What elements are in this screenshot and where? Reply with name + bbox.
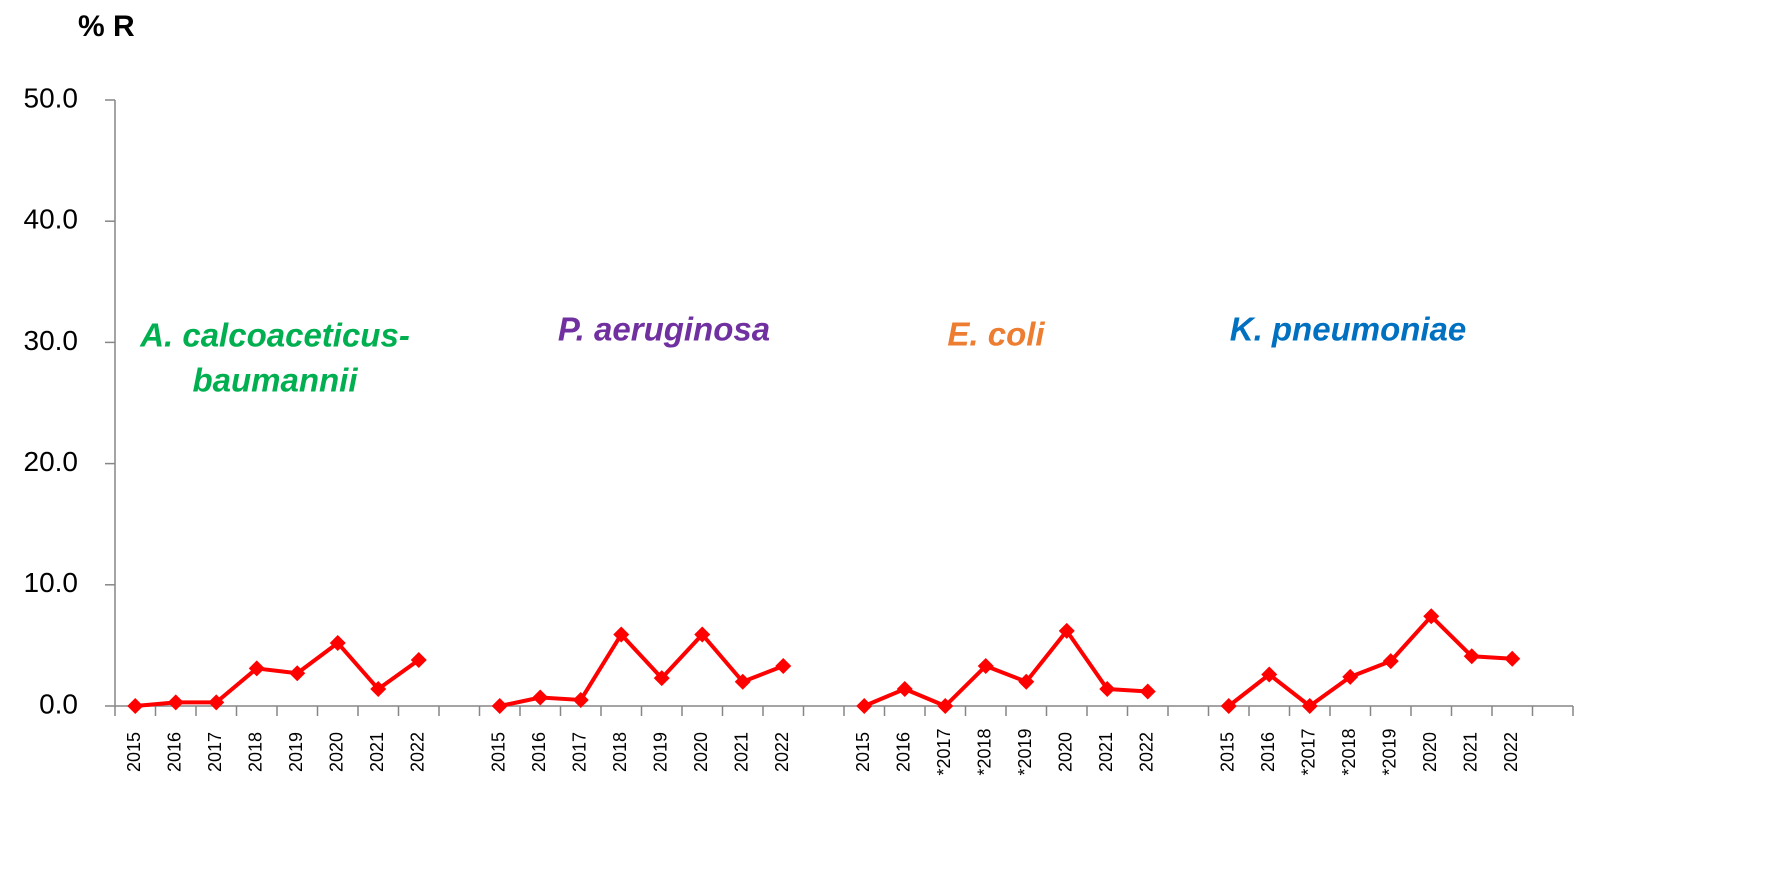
chart-title: % R — [78, 10, 135, 43]
marker — [329, 634, 346, 651]
x-tick-label: 2022 — [1501, 732, 1521, 772]
x-tick-label: *2018 — [975, 728, 995, 775]
marker — [977, 658, 994, 675]
x-tick-label: 2020 — [1420, 732, 1440, 772]
x-tick-label: 2017 — [570, 732, 590, 772]
x-tick-label: 2022 — [1137, 732, 1157, 772]
marker — [572, 691, 589, 708]
marker — [289, 665, 306, 682]
x-tick-label: 2022 — [772, 732, 792, 772]
y-tick-label: 30.0 — [24, 325, 79, 356]
x-tick-label: *2017 — [1299, 728, 1319, 775]
marker — [1342, 668, 1359, 685]
marker — [856, 698, 873, 714]
marker — [1382, 653, 1399, 670]
marker — [694, 626, 711, 643]
marker — [1099, 681, 1116, 698]
group-label: P. aeruginosa — [558, 311, 770, 348]
y-tick-label: 40.0 — [24, 204, 79, 235]
marker — [1261, 666, 1278, 683]
x-tick-label: 2021 — [1096, 732, 1116, 772]
marker — [167, 694, 184, 711]
x-tick-label: *2019 — [1015, 728, 1035, 775]
x-tick-label: 2021 — [1461, 732, 1481, 772]
line — [135, 614, 1513, 708]
marker — [370, 681, 387, 698]
marker — [1139, 683, 1156, 700]
x-tick-label: 2020 — [1056, 732, 1076, 772]
y-tick-label: 10.0 — [24, 567, 79, 598]
marker — [127, 698, 144, 714]
x-tick-label: *2017 — [934, 728, 954, 775]
marker — [248, 660, 265, 677]
marker — [410, 651, 427, 668]
x-tick-label: 2016 — [894, 732, 914, 772]
marker — [1504, 650, 1521, 667]
y-tick-label: 0.0 — [39, 688, 78, 719]
x-tick-label: 2018 — [610, 732, 630, 772]
marker — [1301, 698, 1318, 714]
x-tick-label: 2020 — [327, 732, 347, 772]
x-tick-label: *2019 — [1380, 728, 1400, 775]
x-tick-label: 2015 — [1218, 732, 1238, 772]
marker — [896, 681, 913, 698]
y-tick-label: 20.0 — [24, 446, 79, 477]
x-tick-label: *2018 — [1339, 728, 1359, 775]
y-tick-label: 50.0 — [24, 82, 79, 113]
x-tick-label: 2016 — [1258, 732, 1278, 772]
marker — [775, 658, 792, 675]
x-tick-label: 2021 — [732, 732, 752, 772]
marker — [1423, 608, 1440, 625]
x-tick-label: 2016 — [165, 732, 185, 772]
marker — [532, 689, 549, 706]
x-tick-label: 2018 — [246, 732, 266, 772]
x-tick-label: 2015 — [124, 732, 144, 772]
marker — [1220, 698, 1237, 714]
marker — [613, 626, 630, 643]
x-tick-label: 2017 — [205, 732, 225, 772]
x-tick-label: 2019 — [651, 732, 671, 772]
group-label: A. calcoaceticus- — [139, 317, 410, 354]
marker — [1463, 648, 1480, 665]
x-tick-label: 2016 — [529, 732, 549, 772]
x-tick-label: 2021 — [367, 732, 387, 772]
marker — [734, 673, 751, 690]
marker — [208, 694, 225, 711]
x-tick-label: 2019 — [286, 732, 306, 772]
marker — [653, 670, 670, 687]
marker — [1058, 622, 1075, 639]
group-label: E. coli — [947, 316, 1045, 353]
x-tick-label: 2022 — [408, 732, 428, 772]
marker — [1018, 673, 1035, 690]
x-tick-label: 2015 — [853, 732, 873, 772]
x-tick-label: 2015 — [489, 732, 509, 772]
group-label: baumannii — [192, 362, 358, 399]
marker — [937, 698, 954, 714]
x-tick-label: 2020 — [691, 732, 711, 772]
group-label: K. pneumoniae — [1230, 311, 1467, 348]
marker — [491, 698, 508, 714]
